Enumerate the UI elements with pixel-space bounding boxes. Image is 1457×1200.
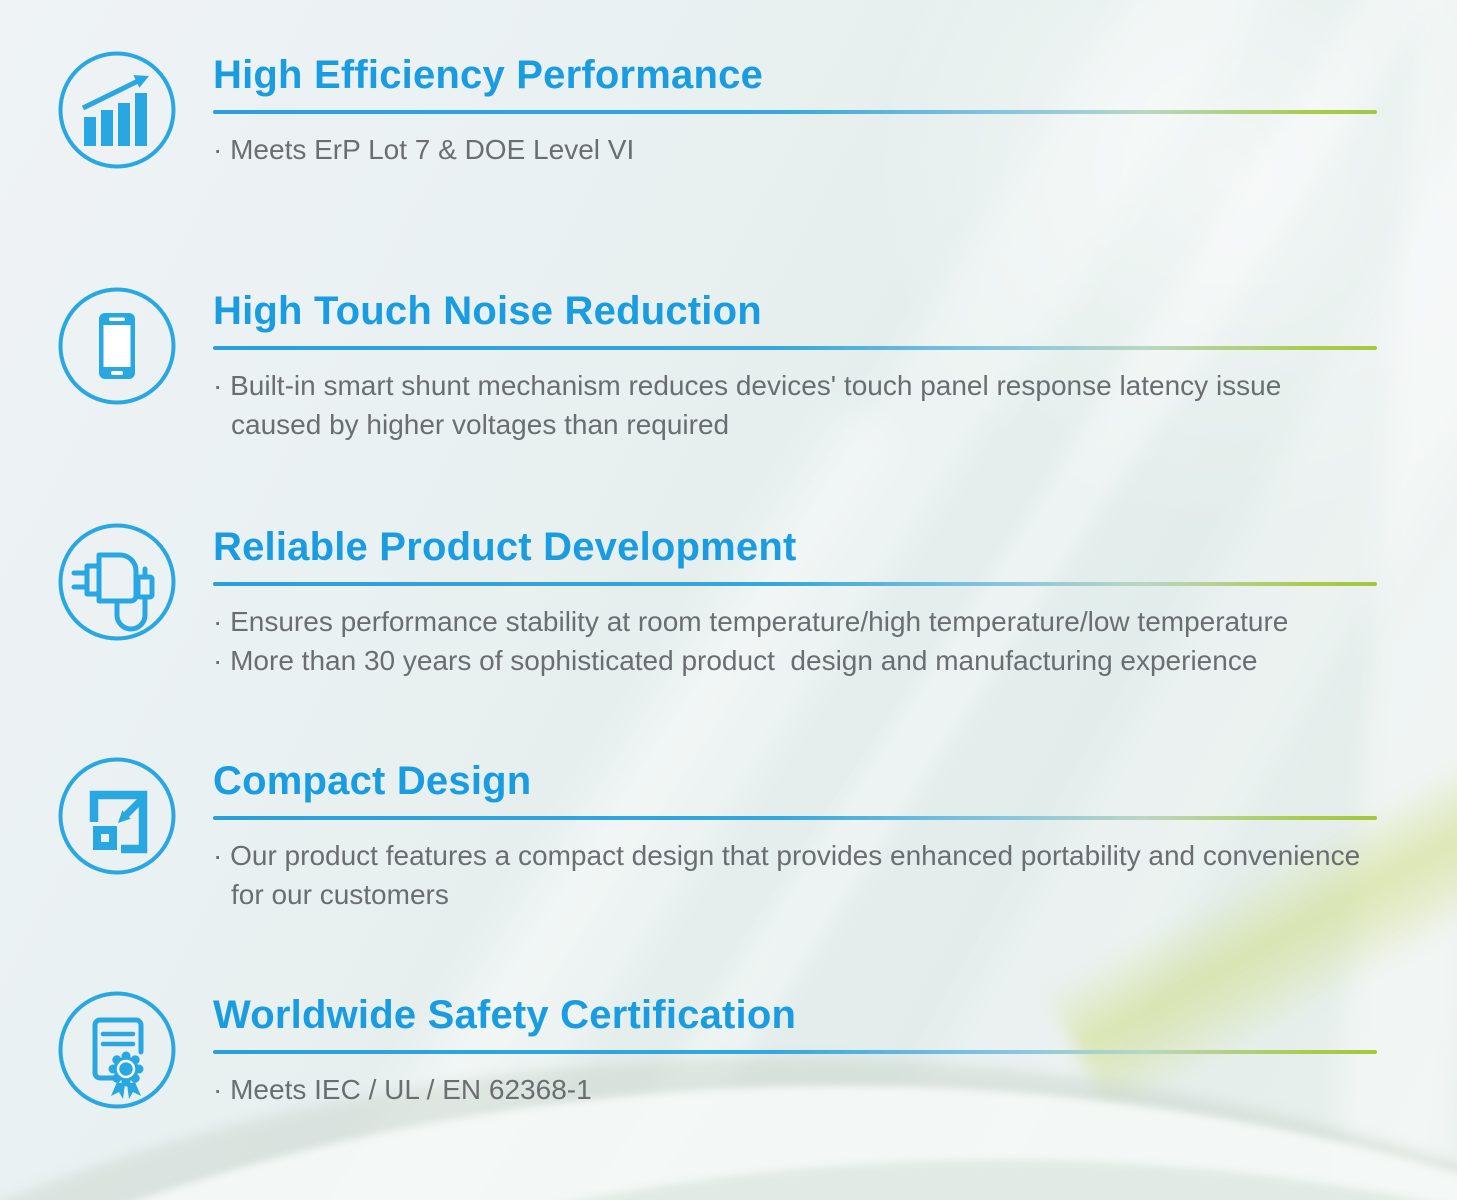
section-body: · Ensures performance stability at room … <box>213 602 1377 680</box>
bar-chart-growth-icon <box>57 50 177 170</box>
smartphone-icon <box>57 286 177 406</box>
section-title: High Touch Noise Reduction <box>213 289 762 333</box>
section-body: · Meets ErP Lot 7 & DOE Level VI <box>213 130 1377 169</box>
feature-bullet: · Ensures performance stability at room … <box>213 606 1289 637</box>
power-adapter-icon <box>57 522 177 642</box>
section-underline <box>213 816 1377 820</box>
section-underline <box>213 582 1377 586</box>
section-underline <box>213 110 1377 114</box>
feature-bullet: · Built-in smart shunt mechanism reduces… <box>213 370 1290 440</box>
section-underline <box>213 346 1377 350</box>
background-wave <box>0 1160 1457 1200</box>
feature-bullet: · Meets ErP Lot 7 & DOE Level VI <box>213 134 635 165</box>
section-title: Reliable Product Development <box>213 525 797 569</box>
certificate-icon <box>57 990 177 1110</box>
feature-bullet: · Meets IEC / UL / EN 62368-1 <box>213 1074 592 1105</box>
feature-bullet: · More than 30 years of sophisticated pr… <box>213 645 1258 676</box>
section-body: · Our product features a compact design … <box>213 836 1377 914</box>
section-title: Worldwide Safety Certification <box>213 993 797 1037</box>
section-body: · Meets IEC / UL / EN 62368-1 <box>213 1070 1377 1109</box>
section-underline <box>213 1050 1377 1054</box>
compact-resize-icon <box>57 756 177 876</box>
section-title: High Efficiency Performance <box>213 53 764 97</box>
section-body: · Built-in smart shunt mechanism reduces… <box>213 366 1377 444</box>
feature-bullet: · Our product features a compact design … <box>213 840 1368 910</box>
section-title: Compact Design <box>213 759 532 803</box>
